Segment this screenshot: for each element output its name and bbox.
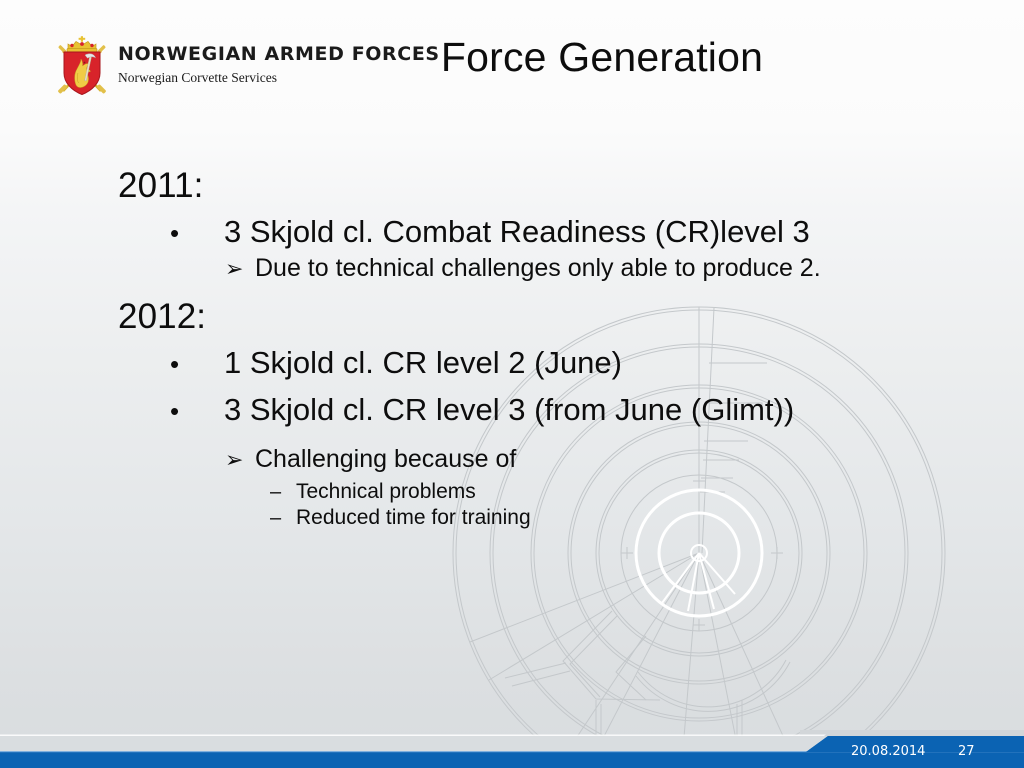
- bullet-item: – Reduced time for training: [118, 507, 1008, 528]
- bullet-item: ➢ Due to technical challenges only able …: [118, 256, 1008, 281]
- slide-footer: 20.08.2014 27: [0, 708, 1024, 768]
- bullet-text: Challenging because of: [255, 445, 517, 473]
- bullet-text: 1 Skjold cl. CR level 2 (June): [224, 345, 622, 380]
- crown-part: [66, 36, 98, 53]
- bullet-item: ➢ Challenging because of: [118, 447, 1008, 472]
- organization-logo: NORWEGIAN ARMED FORCES Norwegian Corvett…: [54, 33, 440, 99]
- bullet-item: • 1 Skjold cl. CR level 2 (June): [118, 347, 1008, 378]
- slide-header: NORWEGIAN ARMED FORCES Norwegian Corvett…: [0, 0, 1024, 130]
- logo-text-block: NORWEGIAN ARMED FORCES Norwegian Corvett…: [118, 33, 440, 85]
- footer-date: 20.08.2014: [851, 744, 926, 759]
- bullet-item: • 3 Skjold cl. Combat Readiness (CR)leve…: [118, 216, 1008, 247]
- year-heading-2012: 2012:: [118, 297, 207, 336]
- bullet-marker-dash-icon: –: [270, 481, 282, 503]
- bullet-marker-dot-icon: •: [170, 396, 180, 426]
- logo-subtitle: Norwegian Corvette Services: [118, 70, 277, 85]
- logo-title: NORWEGIAN ARMED FORCES: [118, 43, 440, 65]
- norwegian-coat-of-arms-crest-icon: [58, 36, 106, 96]
- bullet-text: Technical problems: [296, 480, 476, 503]
- bullet-marker-arrow-icon: ➢: [225, 447, 244, 472]
- bullet-marker-arrow-icon: ➢: [225, 256, 244, 281]
- bullet-item: • 3 Skjold cl. CR level 3 (from June (Gl…: [118, 394, 1008, 425]
- page-title: Force Generation: [440, 34, 764, 80]
- bullet-text: Reduced time for training: [296, 506, 531, 529]
- bullet-marker-dot-icon: •: [170, 349, 180, 379]
- bullet-marker-dot-icon: •: [170, 218, 180, 248]
- footer-bar-shape: [0, 730, 1024, 768]
- bullet-item: – Technical problems: [118, 481, 1008, 502]
- bullet-text: Due to technical challenges only able to…: [255, 254, 821, 282]
- bullet-marker-dash-icon: –: [270, 507, 282, 529]
- bullet-text: 3 Skjold cl. Combat Readiness (CR)level …: [224, 214, 810, 249]
- bullet-text: 3 Skjold cl. CR level 3 (from June (Glim…: [224, 392, 795, 427]
- footer-page-number: 27: [958, 744, 975, 759]
- slide-body: 2011: • 3 Skjold cl. Combat Readiness (C…: [118, 168, 1008, 533]
- year-heading-2011: 2011:: [118, 166, 204, 205]
